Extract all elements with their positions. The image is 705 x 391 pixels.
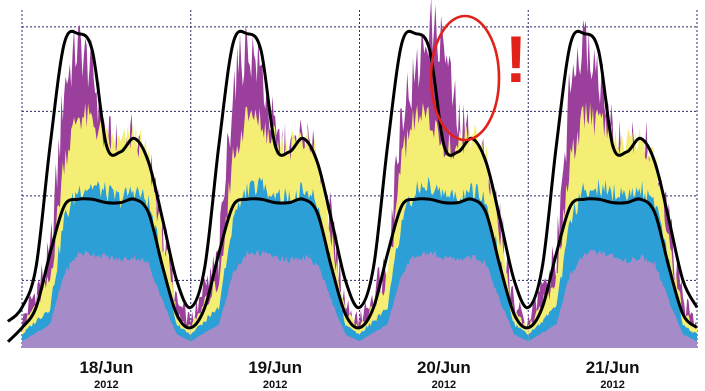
- tick-label-year: 2012: [432, 379, 456, 391]
- area-violet-day-3: [359, 251, 529, 348]
- tick-label-year: 2012: [263, 379, 287, 391]
- tick-label-year: 2012: [600, 379, 624, 391]
- tick-label-day: 19/Jun: [248, 358, 302, 377]
- exclamation-mark: !: [505, 22, 527, 96]
- stacked-areas: [22, 0, 697, 349]
- line-envelope-upper: [6, 29, 699, 323]
- line-envelope-lower: [6, 197, 699, 343]
- peak-highlight-ellipse: [429, 14, 501, 142]
- tick-label-day: 21/Jun: [586, 358, 640, 377]
- tick-label-year: 2012: [94, 379, 118, 391]
- area-violet-day-1: [22, 250, 191, 348]
- area-violet-day-2: [190, 250, 360, 348]
- peak-annotation: !: [429, 14, 527, 142]
- area-violet-day-4: [528, 249, 697, 348]
- tick-label-day: 18/Jun: [79, 358, 133, 377]
- envelope-lines: [6, 29, 699, 343]
- x-axis-tick-labels: 18/Jun 2012 19/Jun 2012 20/Jun 2012 21/Jun 2012: [79, 358, 639, 391]
- tick-label-day: 20/Jun: [417, 358, 471, 377]
